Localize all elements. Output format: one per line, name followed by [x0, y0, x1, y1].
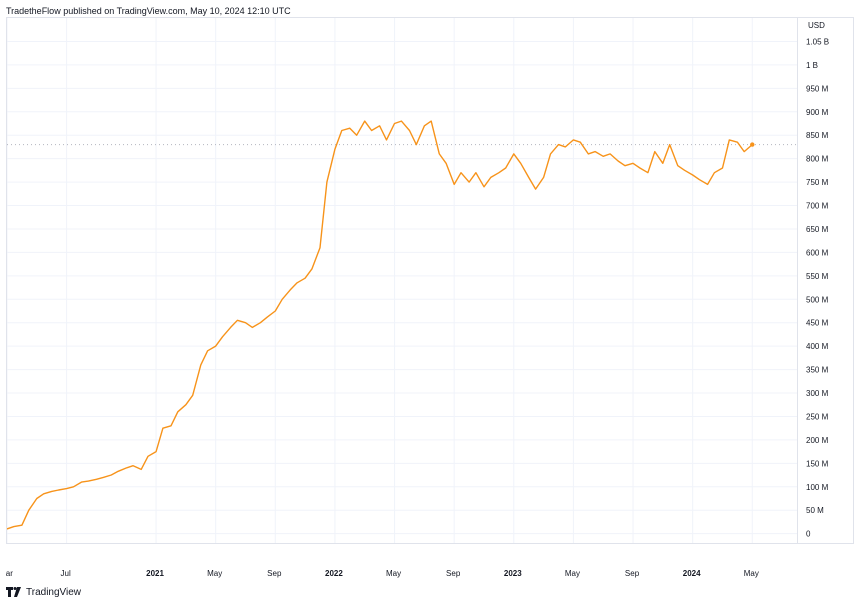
y-tick-label: 850 M [806, 131, 829, 140]
chart-plot[interactable] [7, 18, 797, 543]
x-tick-label: Sep [446, 569, 461, 578]
x-tick-label: Sep [625, 569, 640, 578]
y-tick-label: 1.05 B [806, 37, 829, 46]
x-tick-label: 2023 [504, 569, 522, 578]
y-tick-label: 500 M [806, 295, 829, 304]
y-tick-label: 950 M [806, 84, 829, 93]
y-tick-label: 450 M [806, 319, 829, 328]
currency-label: USD [808, 21, 825, 30]
x-tick-label: 2024 [683, 569, 701, 578]
y-tick-label: 600 M [806, 248, 829, 257]
price-axis-labels: 0 50 M 100 M 150 M 200 M 250 M 300 M 350 M 400 M… [806, 37, 829, 539]
time-axis-labels: Mar Jul 2021 May Sep 2022 May Sep 2023 May Sep 2024… [0, 569, 759, 578]
y-tick-label: 300 M [806, 389, 829, 398]
chart-pane[interactable] [6, 17, 798, 544]
y-tick-label: 250 M [806, 412, 829, 421]
y-tick-label: 550 M [806, 272, 829, 281]
x-tick-label: May [744, 569, 759, 578]
x-tick-label: May [207, 569, 222, 578]
last-value-marker [750, 142, 755, 147]
footer-brand: TradingView [26, 586, 82, 598]
y-tick-label: 50 M [806, 506, 824, 515]
y-tick-label: 900 M [806, 108, 829, 117]
y-tick-label: 650 M [806, 225, 829, 234]
y-tick-label: 0 [806, 530, 811, 539]
series-line [7, 120, 753, 530]
y-tick-label: 100 M [806, 483, 829, 492]
x-tick-label: May [386, 569, 401, 578]
y-tick-label: 750 M [806, 178, 829, 187]
y-tick-label: 400 M [806, 342, 829, 351]
y-tick-label: 150 M [806, 459, 829, 468]
price-axis[interactable]: 0 50 M 100 M 150 M 200 M 250 M 300 M 350 M 400 M… [798, 17, 854, 544]
x-tick-label: Mar [6, 569, 13, 578]
tradingview-logo-icon [6, 587, 21, 597]
y-tick-label: 350 M [806, 366, 829, 375]
x-tick-label: 2022 [325, 569, 343, 578]
x-tick-label: Jul [61, 569, 71, 578]
time-axis[interactable]: Mar Jul 2021 May Sep 2022 May Sep 2023 May Sep 2024… [0, 544, 798, 580]
y-tick-label: 800 M [806, 155, 829, 164]
publish-info: TradetheFlow published on TradingView.co… [6, 6, 291, 16]
footer: TradingView [6, 584, 81, 600]
x-tick-label: Sep [267, 569, 282, 578]
x-tick-label: May [565, 569, 580, 578]
y-tick-label: 200 M [806, 436, 829, 445]
y-tick-label: 700 M [806, 202, 829, 211]
y-tick-label: 1 B [806, 61, 818, 70]
x-tick-label: 2021 [146, 569, 164, 578]
